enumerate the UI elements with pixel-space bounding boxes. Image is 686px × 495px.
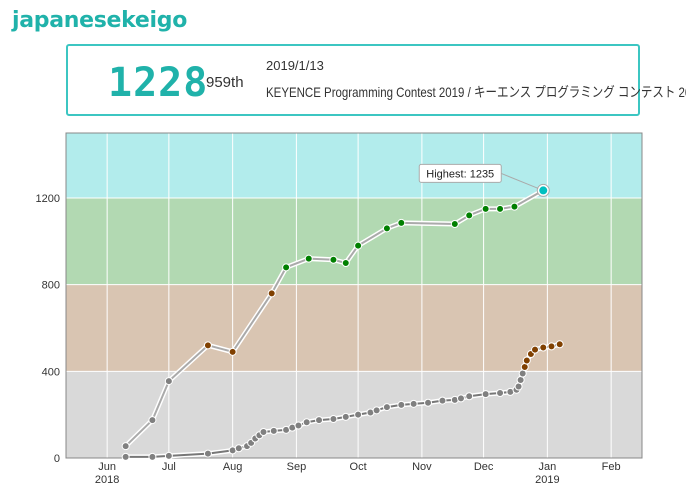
x-tick-label-jan: Jan bbox=[538, 461, 556, 473]
data-point-rival-37 bbox=[520, 363, 529, 371]
data-point-japanesekeigo-18 bbox=[537, 184, 550, 197]
data-point-rival-29 bbox=[465, 392, 474, 401]
data-point-japanesekeigo-4 bbox=[228, 347, 237, 356]
rating-band-2 bbox=[66, 198, 642, 285]
rating-band-3 bbox=[66, 133, 642, 198]
data-point-japanesekeigo-10 bbox=[354, 241, 363, 250]
data-point-rival-1 bbox=[148, 452, 157, 461]
data-point-rival-30 bbox=[481, 390, 490, 399]
data-point-japanesekeigo-7 bbox=[304, 254, 313, 263]
current-rating: 1228 bbox=[108, 60, 209, 106]
data-point-japanesekeigo-9 bbox=[341, 259, 350, 267]
data-point-japanesekeigo-14 bbox=[465, 211, 474, 220]
data-point-japanesekeigo-16 bbox=[496, 204, 505, 213]
data-point-japanesekeigo-11 bbox=[382, 224, 391, 233]
latest-contest-card: 1228 959th 2019/1/13 KEYENCE Programming… bbox=[66, 44, 686, 116]
data-point-rival-22 bbox=[382, 403, 391, 412]
plot-frame bbox=[65, 132, 643, 459]
contest-rank: 959th bbox=[206, 74, 244, 91]
data-point-rival-31 bbox=[496, 389, 505, 397]
data-point-rival-26 bbox=[438, 396, 447, 405]
y-tick-label-400: 400 bbox=[42, 366, 60, 378]
data-point-japanesekeigo-5 bbox=[267, 289, 276, 298]
contest-date: 2019/1/13 bbox=[266, 58, 324, 73]
data-point-rival-17 bbox=[329, 415, 338, 423]
username-title[interactable]: japanesekeigo bbox=[12, 8, 188, 33]
x-tick-label-jul: Jul bbox=[162, 461, 176, 473]
data-point-rival-38 bbox=[522, 356, 531, 365]
x-tick-label-sep: Sep bbox=[287, 461, 307, 473]
contest-name[interactable]: KEYENCE Programming Contest 2019 / キーエンス… bbox=[266, 84, 686, 100]
x-tick-label-nov: Nov bbox=[412, 461, 432, 473]
data-point-rival-10 bbox=[259, 428, 268, 436]
data-point-rival-11 bbox=[269, 426, 278, 435]
highest-callout-label: Highest: 1235 bbox=[426, 168, 494, 180]
data-point-rival-0 bbox=[121, 452, 130, 461]
data-point-rival-25 bbox=[424, 398, 433, 407]
data-point-rival-36 bbox=[518, 369, 527, 378]
rating-band-1 bbox=[66, 284, 642, 372]
y-tick-label-800: 800 bbox=[42, 280, 60, 292]
x-tick-label-feb: Feb bbox=[602, 461, 621, 473]
highest-marker-ring bbox=[536, 183, 550, 197]
data-point-rival-35 bbox=[516, 376, 525, 384]
x-tick-label-dec: Dec bbox=[474, 461, 494, 473]
x-tick-year-2018: 2018 bbox=[95, 474, 119, 486]
data-point-japanesekeigo-12 bbox=[397, 218, 406, 227]
data-point-japanesekeigo-1 bbox=[148, 416, 157, 425]
y-tick-label-1200: 1200 bbox=[36, 193, 60, 205]
data-point-japanesekeigo-17 bbox=[510, 202, 519, 211]
x-tick-year-2019: 2019 bbox=[535, 474, 559, 486]
data-point-rival-2 bbox=[164, 451, 173, 460]
data-point-japanesekeigo-2 bbox=[164, 377, 173, 386]
data-point-rival-41 bbox=[539, 343, 548, 352]
data-point-rival-23 bbox=[397, 400, 406, 409]
data-point-rival-24 bbox=[409, 399, 418, 408]
data-point-japanesekeigo-15 bbox=[481, 204, 490, 213]
data-point-rival-34 bbox=[514, 382, 523, 391]
data-point-japanesekeigo-13 bbox=[450, 220, 459, 228]
data-point-rival-19 bbox=[354, 410, 363, 419]
data-point-rival-42 bbox=[547, 342, 556, 351]
data-point-rival-43 bbox=[555, 340, 564, 349]
data-point-rival-15 bbox=[302, 418, 311, 427]
data-point-rival-3 bbox=[203, 449, 212, 458]
x-tick-label-oct: Oct bbox=[350, 461, 367, 473]
x-tick-label-jun: Jun bbox=[98, 461, 116, 473]
data-point-japanesekeigo-8 bbox=[329, 255, 338, 264]
y-tick-label-0: 0 bbox=[54, 453, 60, 465]
data-point-japanesekeigo-0 bbox=[121, 442, 130, 451]
data-point-rival-5 bbox=[234, 444, 243, 453]
x-tick-label-aug: Aug bbox=[223, 461, 243, 473]
data-point-japanesekeigo-6 bbox=[282, 263, 291, 272]
data-point-rival-18 bbox=[341, 412, 350, 421]
data-point-rival-14 bbox=[294, 421, 303, 430]
data-point-rival-21 bbox=[372, 406, 381, 415]
data-point-rival-16 bbox=[315, 416, 324, 425]
highest-callout-box bbox=[418, 163, 502, 183]
data-point-rival-40 bbox=[531, 345, 540, 354]
highest-callout-line bbox=[501, 172, 539, 189]
data-point-japanesekeigo-3 bbox=[203, 341, 212, 350]
data-point-rival-28 bbox=[456, 394, 465, 403]
